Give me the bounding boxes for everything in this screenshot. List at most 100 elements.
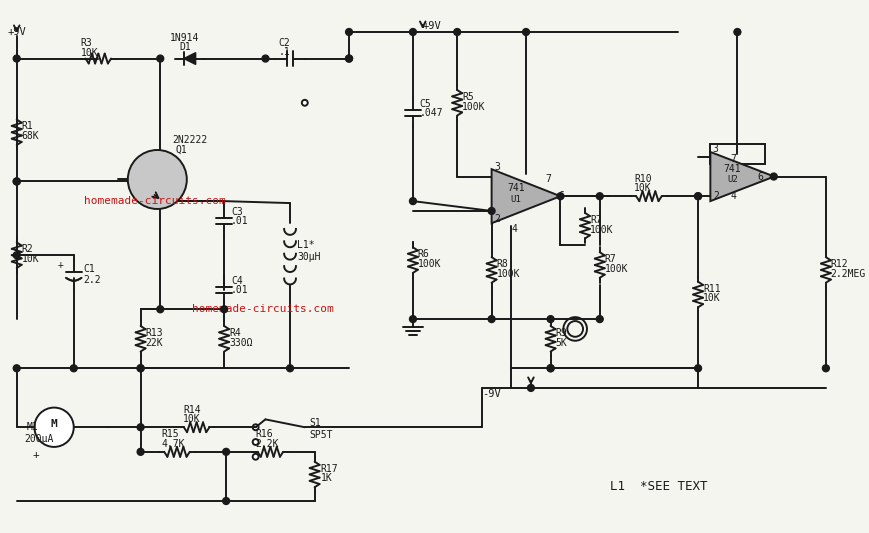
Text: .01: .01 [231,285,249,295]
Text: 6: 6 [757,172,763,182]
Text: R15: R15 [162,429,179,439]
Text: U2: U2 [727,175,738,184]
Text: 100K: 100K [462,102,486,112]
Text: +: + [58,260,64,270]
Circle shape [156,55,163,62]
Text: L1  *SEE TEXT: L1 *SEE TEXT [609,480,707,492]
Text: homemade-circuits.com: homemade-circuits.com [192,304,334,314]
Text: R2: R2 [22,244,33,254]
Text: 200μA: 200μA [24,434,54,444]
Text: R7: R7 [605,254,616,264]
Text: +9V: +9V [423,21,441,31]
Text: 1K: 1K [321,473,332,483]
Text: R5: R5 [462,92,474,102]
Text: R4: R4 [229,328,241,338]
Text: 6: 6 [559,191,564,201]
Circle shape [13,178,20,185]
Text: R8: R8 [496,259,508,269]
Text: Q1: Q1 [175,145,187,155]
Text: R9: R9 [555,328,567,338]
Text: L1*: L1* [297,240,315,251]
Text: C1: C1 [83,264,96,274]
Text: S1: S1 [309,418,322,429]
Circle shape [222,497,229,504]
Circle shape [694,193,701,200]
Text: R7: R7 [590,215,601,225]
Text: SP5T: SP5T [309,430,333,440]
Circle shape [547,365,554,372]
Text: 10K: 10K [182,414,201,424]
Text: 100K: 100K [605,264,628,274]
Circle shape [596,193,603,200]
Circle shape [409,316,416,322]
Text: 100K: 100K [496,269,520,279]
Text: 741: 741 [507,183,525,193]
Text: 2.2MEG: 2.2MEG [831,269,866,279]
Circle shape [409,198,416,205]
Circle shape [302,100,308,106]
Text: C5: C5 [420,99,432,109]
Circle shape [454,29,461,36]
Text: 3: 3 [713,144,719,154]
Circle shape [137,365,144,372]
Circle shape [287,365,294,372]
Circle shape [70,365,77,372]
Text: M1: M1 [27,422,38,432]
Text: C3: C3 [231,207,242,217]
Circle shape [253,424,259,430]
Text: 10K: 10K [81,47,98,58]
Text: U1: U1 [511,195,521,204]
Text: R6: R6 [418,249,429,259]
Text: D1: D1 [179,42,190,52]
Circle shape [222,448,229,455]
Text: R1: R1 [22,122,33,132]
Text: +: + [32,450,39,460]
Text: 7: 7 [546,174,552,184]
Text: homemade-circuits.com: homemade-circuits.com [83,196,225,206]
Circle shape [346,29,353,36]
Text: 2.2K: 2.2K [255,439,279,449]
Circle shape [253,439,259,445]
Text: 4.7K: 4.7K [162,439,185,449]
Circle shape [137,448,144,455]
Circle shape [35,408,74,447]
Text: R3: R3 [81,38,92,48]
Circle shape [694,365,701,372]
Circle shape [13,365,20,372]
Circle shape [527,384,534,391]
Text: R11: R11 [703,284,720,294]
Circle shape [13,55,20,62]
Circle shape [128,150,187,209]
Circle shape [346,55,353,62]
Circle shape [547,316,554,322]
Text: 10K: 10K [634,183,652,193]
Text: 330Ω: 330Ω [229,338,253,348]
Text: C4: C4 [231,276,242,286]
Text: 5K: 5K [555,338,567,348]
Circle shape [822,365,829,372]
Text: R10: R10 [634,174,652,183]
Circle shape [346,55,353,62]
Circle shape [522,29,529,36]
Text: 741: 741 [724,164,741,174]
Text: +9V: +9V [8,27,27,37]
Text: 10K: 10K [703,294,720,303]
Circle shape [409,29,416,36]
Text: 2N2222: 2N2222 [172,135,208,145]
Text: 7: 7 [731,154,736,164]
Circle shape [137,365,144,372]
Circle shape [694,193,701,200]
Text: 3: 3 [494,161,501,172]
Text: 2: 2 [713,191,719,201]
Circle shape [488,207,495,214]
Text: R13: R13 [145,328,163,338]
Text: 100K: 100K [590,224,614,235]
Circle shape [253,454,259,459]
Circle shape [262,55,269,62]
Text: 22K: 22K [145,338,163,348]
Text: R14: R14 [182,405,201,415]
Circle shape [221,306,228,313]
Text: .047: .047 [420,108,443,118]
Text: -9V: -9V [481,389,501,399]
Text: 2.2: 2.2 [83,275,101,285]
